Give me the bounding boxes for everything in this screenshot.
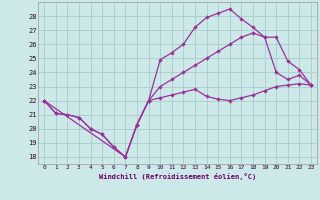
X-axis label: Windchill (Refroidissement éolien,°C): Windchill (Refroidissement éolien,°C) — [99, 173, 256, 180]
